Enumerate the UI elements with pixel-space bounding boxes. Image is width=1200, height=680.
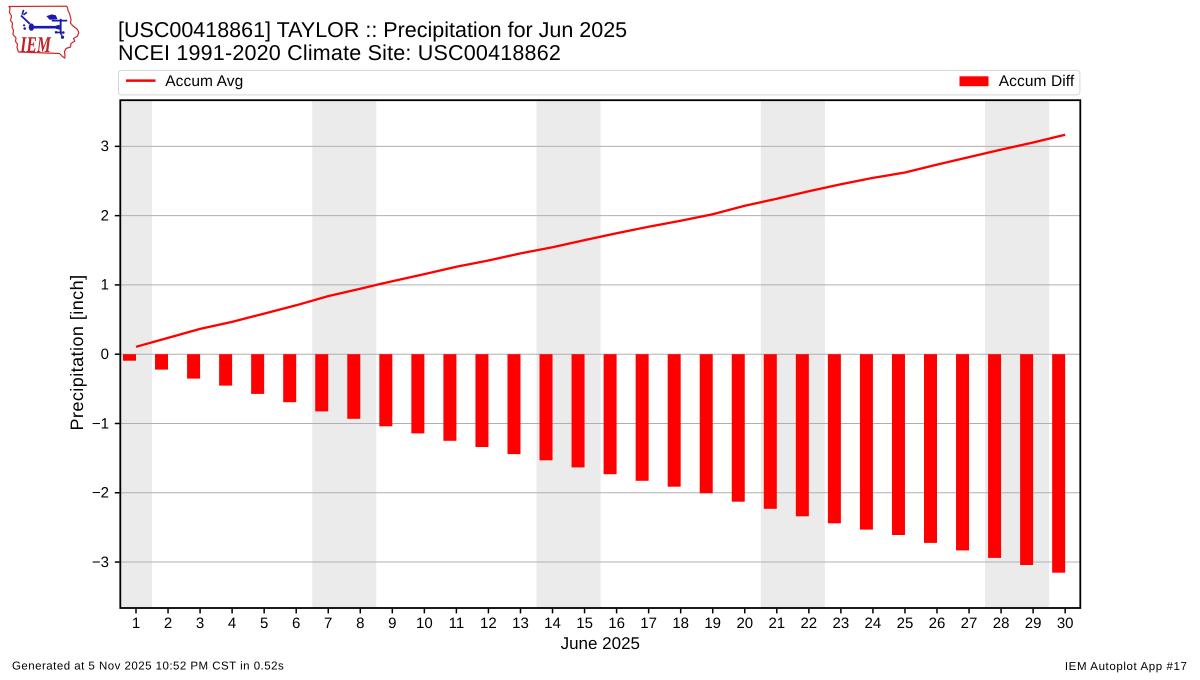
svg-text:18: 18 bbox=[672, 615, 689, 632]
svg-text:26: 26 bbox=[929, 615, 946, 632]
svg-text:25: 25 bbox=[897, 615, 914, 632]
svg-text:14: 14 bbox=[544, 615, 561, 632]
svg-text:2: 2 bbox=[101, 207, 109, 224]
svg-text:June 2025: June 2025 bbox=[561, 634, 640, 653]
svg-text:30: 30 bbox=[1057, 615, 1074, 632]
svg-text:12: 12 bbox=[480, 615, 497, 632]
svg-text:−3: −3 bbox=[92, 554, 109, 571]
svg-text:27: 27 bbox=[961, 615, 978, 632]
svg-text:4: 4 bbox=[228, 615, 236, 632]
svg-text:Accum Avg: Accum Avg bbox=[165, 73, 243, 90]
svg-text:10: 10 bbox=[416, 615, 433, 632]
svg-text:22: 22 bbox=[800, 615, 817, 632]
svg-text:Precipitation [inch]: Precipitation [inch] bbox=[67, 274, 87, 430]
svg-text:2: 2 bbox=[164, 615, 172, 632]
svg-text:29: 29 bbox=[1025, 615, 1042, 632]
svg-text:3: 3 bbox=[196, 615, 204, 632]
svg-text:23: 23 bbox=[833, 615, 850, 632]
svg-text:0: 0 bbox=[101, 346, 109, 363]
svg-text:28: 28 bbox=[993, 615, 1010, 632]
svg-text:17: 17 bbox=[640, 615, 657, 632]
svg-text:NCEI 1991-2020 Climate Site: U: NCEI 1991-2020 Climate Site: USC00418862 bbox=[118, 41, 561, 65]
svg-text:6: 6 bbox=[292, 615, 300, 632]
svg-text:Generated at 5 Nov 2025 10:52: Generated at 5 Nov 2025 10:52 PM CST in … bbox=[12, 661, 284, 673]
svg-text:IEM Autoplot App #17: IEM Autoplot App #17 bbox=[1065, 661, 1188, 673]
svg-text:Accum Diff: Accum Diff bbox=[999, 73, 1075, 90]
svg-text:3: 3 bbox=[101, 138, 109, 155]
svg-text:IEM: IEM bbox=[20, 32, 52, 57]
svg-text:11: 11 bbox=[449, 615, 465, 632]
svg-text:1: 1 bbox=[101, 277, 109, 294]
svg-text:19: 19 bbox=[704, 615, 721, 632]
svg-text:13: 13 bbox=[512, 615, 529, 632]
svg-text:8: 8 bbox=[356, 615, 364, 632]
svg-text:7: 7 bbox=[324, 615, 332, 632]
svg-text:−1: −1 bbox=[92, 415, 109, 432]
svg-text:9: 9 bbox=[388, 615, 396, 632]
svg-text:20: 20 bbox=[736, 615, 753, 632]
svg-text:21: 21 bbox=[768, 615, 785, 632]
svg-text:24: 24 bbox=[865, 615, 882, 632]
svg-text:1: 1 bbox=[132, 615, 140, 632]
svg-text:−2: −2 bbox=[92, 485, 109, 502]
svg-text:16: 16 bbox=[608, 615, 625, 632]
svg-text:5: 5 bbox=[260, 615, 268, 632]
svg-text:[USC00418861] TAYLOR :: Precip: [USC00418861] TAYLOR :: Precipitation fo… bbox=[118, 18, 627, 42]
svg-text:15: 15 bbox=[576, 615, 593, 632]
